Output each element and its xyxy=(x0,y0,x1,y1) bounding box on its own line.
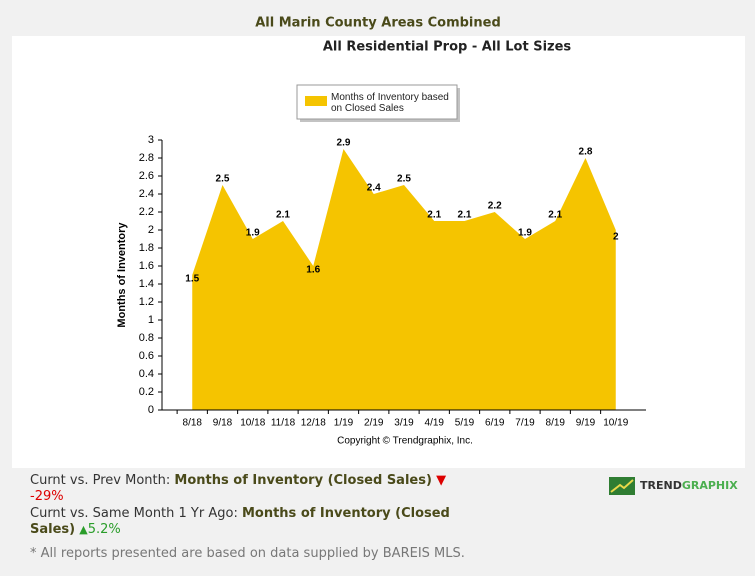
comparison-metric: Months of Inventory (Closed Sales) xyxy=(30,506,450,537)
comparison-label: Curnt vs. Same Month 1 Yr Ago: xyxy=(30,506,238,521)
area xyxy=(192,149,616,410)
footnote: * All reports presented are based on dat… xyxy=(30,546,465,561)
x-tick-label: 8/18 xyxy=(183,418,203,429)
data-label: 2.1 xyxy=(276,210,290,221)
x-tick-label: 4/19 xyxy=(425,418,445,429)
y-axis-title: Months of Inventory xyxy=(116,222,128,328)
x-tick-label: 10/19 xyxy=(603,418,628,429)
legend-label: Months of Inventory based on Closed Sale… xyxy=(331,92,449,114)
x-tick-label: 5/19 xyxy=(455,418,475,429)
comparison-metric: Months of Inventory (Closed Sales) xyxy=(174,473,432,488)
x-tick-label: 9/18 xyxy=(213,418,233,429)
y-tick-label: 1.2 xyxy=(139,296,154,308)
down-arrow: ▼ xyxy=(436,473,447,488)
x-tick-label: 8/19 xyxy=(546,418,566,429)
data-label: 2.1 xyxy=(427,210,441,221)
data-label: 2.1 xyxy=(548,210,562,221)
x-tick-label: 2/19 xyxy=(364,418,384,429)
y-tick-label: 0.6 xyxy=(139,350,154,362)
logo-arrow xyxy=(610,479,634,493)
comparison: Curnt vs. Prev Month: Months of Inventor… xyxy=(30,473,460,505)
data-label: 2.1 xyxy=(458,210,472,221)
data-label: 1.9 xyxy=(518,228,532,239)
data-label: 2.9 xyxy=(337,138,351,149)
logo-part2: GRAPHIX xyxy=(682,479,738,492)
data-label: 1.9 xyxy=(246,228,260,239)
x-tick-label: 9/19 xyxy=(576,418,596,429)
x-tick-label: 6/19 xyxy=(485,418,505,429)
header-title: All Marin County Areas Combined xyxy=(255,16,501,31)
y-tick-label: 1.6 xyxy=(139,260,154,272)
data-label: 2.5 xyxy=(397,174,411,185)
x-tick-label: 3/19 xyxy=(394,418,414,429)
data-label: 1.6 xyxy=(306,265,320,276)
y-tick-label: 2 xyxy=(148,224,154,236)
x-tick-label: 11/18 xyxy=(271,418,296,429)
data-label: 2 xyxy=(613,232,619,243)
y-tick-label: 1.4 xyxy=(139,278,154,290)
credit: Copyright © Trendgraphix, Inc. xyxy=(337,436,473,447)
comparison-label: Curnt vs. Prev Month: xyxy=(30,473,171,488)
up-arrow: ▲ xyxy=(79,523,88,536)
comparison-change: -29% xyxy=(30,489,64,504)
y-tick-label: 0.4 xyxy=(139,368,154,380)
y-tick-label: 0.8 xyxy=(139,332,154,344)
data-label: 1.5 xyxy=(185,274,199,285)
x-tick-label: 10/18 xyxy=(240,418,265,429)
logo-text: TRENDGRAPHIX xyxy=(640,479,738,492)
y-tick-label: 2.4 xyxy=(139,188,154,200)
y-tick-label: 1 xyxy=(148,314,154,326)
data-label: 2.8 xyxy=(579,147,593,158)
chart-title: All Residential Prop - All Lot Sizes xyxy=(323,40,572,55)
y-tick-label: 0.2 xyxy=(139,386,154,398)
x-tick-label: 7/19 xyxy=(515,418,535,429)
x-tick-label: 1/19 xyxy=(334,418,354,429)
y-tick-label: 2.2 xyxy=(139,206,154,218)
y-tick-label: 0 xyxy=(148,404,154,416)
data-label: 2.5 xyxy=(216,174,230,185)
data-label: 2.4 xyxy=(367,183,381,194)
comparison-change: 5.2% xyxy=(87,522,121,537)
comparison: Curnt vs. Same Month 1 Yr Ago: Months of… xyxy=(30,506,460,538)
y-tick-label: 2.8 xyxy=(139,152,154,164)
x-tick-label: 12/18 xyxy=(301,418,326,429)
y-tick-label: 1.8 xyxy=(139,242,154,254)
legend-swatch xyxy=(305,96,327,106)
logo-part1: TREND xyxy=(640,479,682,492)
y-tick-label: 3 xyxy=(148,134,154,146)
y-tick-label: 2.6 xyxy=(139,170,154,182)
data-label: 2.2 xyxy=(488,201,502,212)
